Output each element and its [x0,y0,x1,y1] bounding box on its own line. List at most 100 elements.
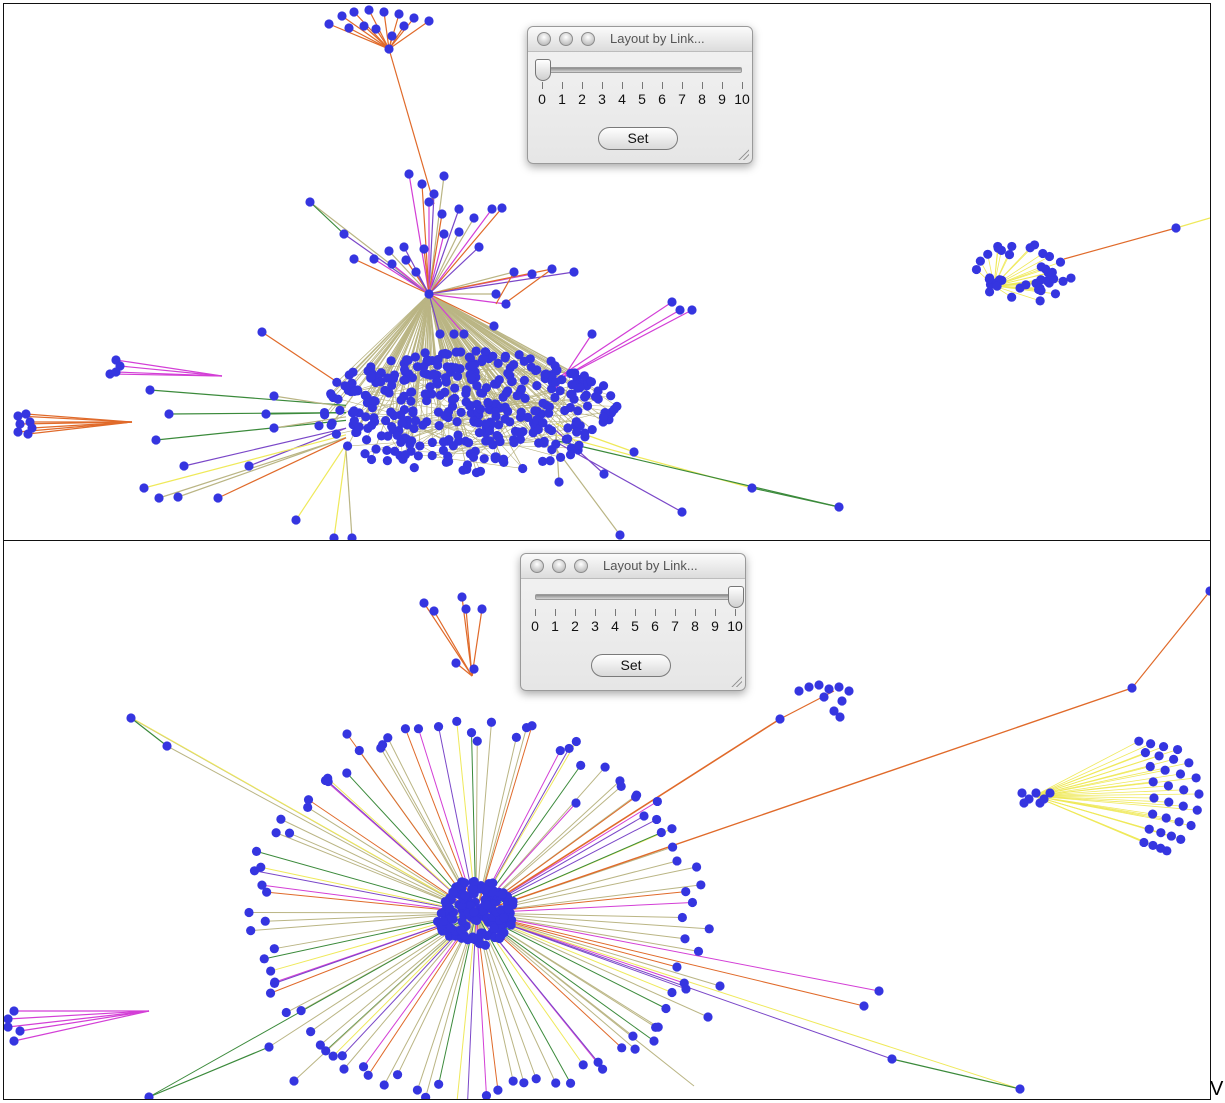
graph-node[interactable] [454,227,464,237]
link-slider-track[interactable] [535,59,742,81]
link-slider-track[interactable] [535,586,744,608]
graph-node[interactable] [306,1027,316,1037]
graph-node[interactable] [284,828,295,838]
graph-node[interactable] [354,745,364,756]
graph-node[interactable] [516,384,527,394]
graph-node[interactable] [315,1040,325,1050]
graph-node[interactable] [411,416,421,426]
graph-node[interactable] [1035,296,1045,306]
graph-node[interactable] [1179,785,1189,795]
graph-node[interactable] [1162,846,1172,856]
graph-node[interactable] [266,966,276,976]
graph-node[interactable] [387,259,397,269]
graph-node[interactable] [354,422,364,432]
graph-node[interactable] [244,907,254,918]
graph-node[interactable] [384,44,394,54]
graph-node[interactable] [434,420,444,431]
graph-node[interactable] [571,798,581,808]
graph-node[interactable] [680,934,690,944]
graph-node[interactable] [530,406,540,416]
graph-node[interactable] [804,682,814,692]
graph-node[interactable] [598,381,609,391]
graph-node[interactable] [415,441,425,451]
graph-node[interactable] [1004,250,1015,260]
graph-node[interactable] [257,327,267,337]
graph-node[interactable] [314,421,324,431]
graph-node[interactable] [442,362,452,372]
graph-node[interactable] [494,375,504,385]
graph-node[interactable] [468,361,478,371]
graph-node[interactable] [874,986,884,996]
graph-node[interactable] [775,714,785,724]
graph-node[interactable] [474,428,485,438]
graph-node[interactable] [427,389,437,399]
graph-node[interactable] [491,452,501,462]
graph-node[interactable] [154,493,164,503]
graph-node[interactable] [1158,741,1169,752]
graph-node[interactable] [359,21,369,31]
graph-node[interactable] [27,423,37,433]
graph-node[interactable] [483,397,493,408]
graph-node[interactable] [364,5,374,15]
graph-node[interactable] [453,371,463,381]
graph-node[interactable] [500,414,510,424]
graph-node[interactable] [371,444,381,454]
graph-node[interactable] [347,378,357,388]
graph-node[interactable] [409,13,419,23]
graph-node[interactable] [406,396,416,406]
graph-node[interactable] [466,728,477,738]
graph-node[interactable] [494,933,505,944]
graph-node[interactable] [480,347,490,357]
graph-node[interactable] [324,19,334,29]
graph-node[interactable] [409,423,419,434]
graph-node[interactable] [497,203,507,213]
graph-node[interactable] [544,408,554,418]
graph-node[interactable] [410,352,420,362]
graph-node[interactable] [1160,765,1170,775]
graph-node[interactable] [425,382,435,392]
graph-node[interactable] [519,356,529,366]
graph-node[interactable] [593,1057,603,1067]
graph-node[interactable] [580,392,590,402]
graph-node[interactable] [456,925,466,935]
graph-node[interactable] [681,886,691,897]
graph-node[interactable] [382,445,392,455]
graph-node[interactable] [468,452,479,462]
graph-node[interactable] [1161,813,1171,823]
graph-node[interactable] [1148,809,1158,819]
graph-node[interactable] [672,962,682,972]
graph-node[interactable] [1036,275,1046,285]
graph-node[interactable] [1050,289,1061,299]
graph-node[interactable] [835,712,845,722]
graph-node[interactable] [386,356,396,366]
graph-node[interactable] [418,420,428,430]
graph-node[interactable] [256,862,266,872]
graph-node[interactable] [269,944,279,954]
graph-node[interactable] [563,434,573,444]
graph-node[interactable] [461,604,471,614]
graph-node[interactable] [555,452,566,462]
graph-panel-bottom[interactable]: Layout by Link... 0 1 2 3 4 5 6 7 8 9 10 Set [3,540,1211,1100]
link-slider-thumb[interactable] [535,59,551,81]
graph-node[interactable] [512,391,522,401]
graph-node[interactable] [447,395,458,405]
graph-node[interactable] [1035,798,1045,808]
graph-node[interactable] [421,1092,431,1099]
graph-node[interactable] [489,321,499,331]
graph-node[interactable] [440,373,451,383]
graph-node[interactable] [259,954,269,964]
graph-node[interactable] [394,9,404,19]
graph-node[interactable] [261,409,271,419]
graph-node[interactable] [1017,788,1027,798]
graph-node[interactable] [269,391,279,401]
graph-node[interactable] [1031,788,1041,798]
graph-node[interactable] [323,773,333,783]
graph-node[interactable] [501,388,511,398]
graph-node[interactable] [747,483,757,493]
graph-node[interactable] [511,732,521,743]
graph-node[interactable] [422,355,433,365]
graph-node[interactable] [1148,840,1158,851]
graph-node[interactable] [575,383,585,393]
graph-node[interactable] [1148,777,1158,787]
graph-node[interactable] [507,376,517,386]
